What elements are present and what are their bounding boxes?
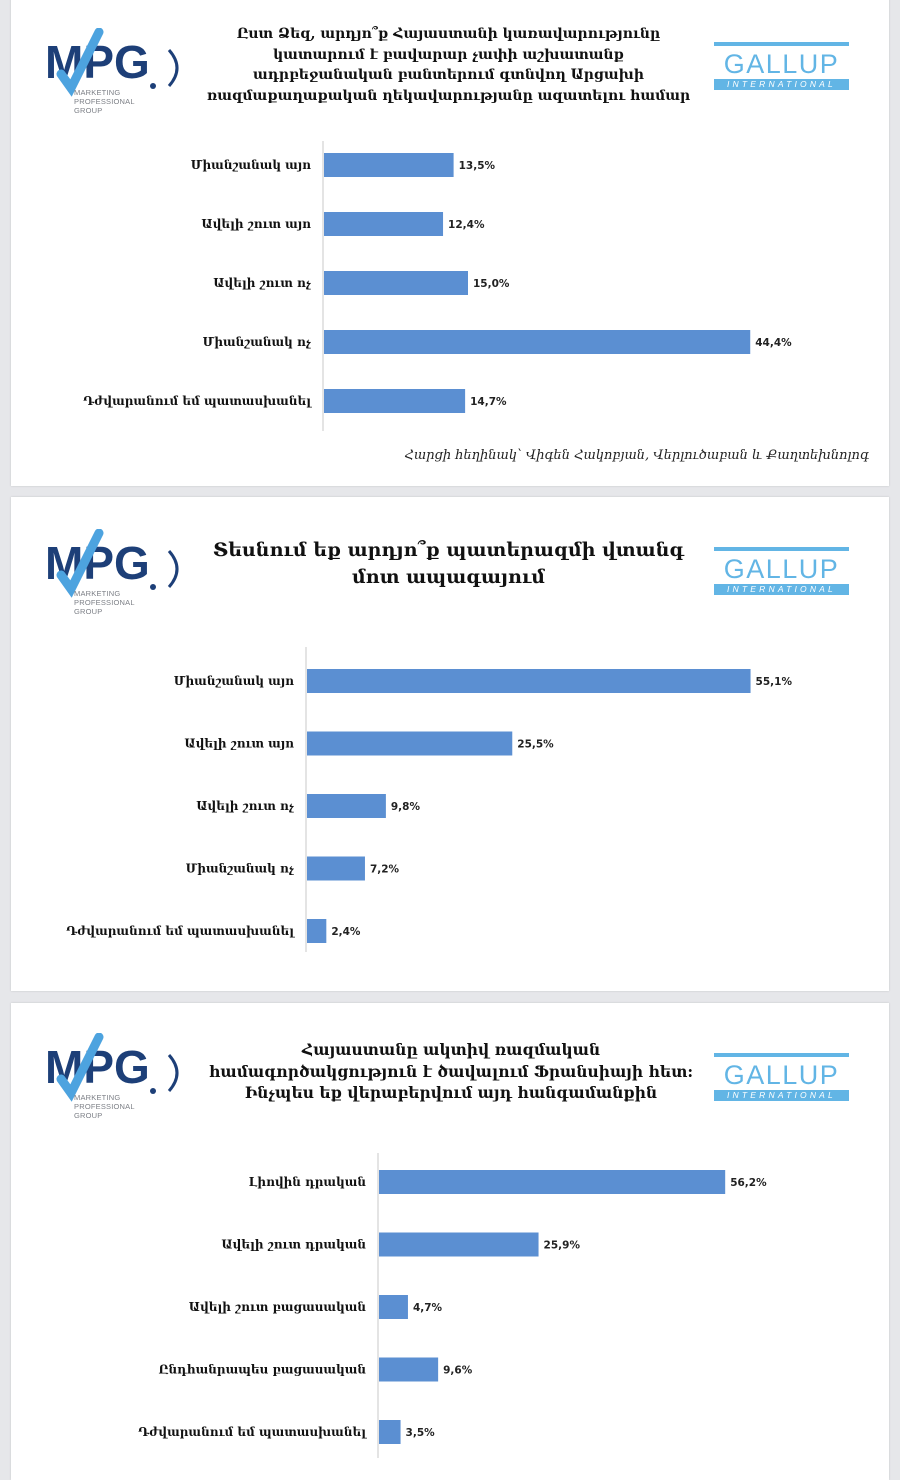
gallup-logo: GALLUP INTERNATIONAL [714,1053,849,1101]
bar [324,271,468,295]
bar [324,153,454,177]
chart-panel-1: MPG MARKETING PROFESSIONAL GROUP Ըստ Ձեզ… [11,0,889,486]
value-label: 3,5% [406,1427,436,1439]
category-label: Ավելի շուտ ոչ [196,799,294,813]
value-label: 25,5% [517,739,554,751]
mpg-subtitle: MARKETING PROFESSIONAL GROUP [74,1093,135,1120]
value-label: 4,7% [413,1302,443,1314]
category-label: Ավելի շուտ դրական [221,1238,366,1252]
category-label: Ավելի շուտ այո [184,737,294,751]
bar [324,212,444,236]
mpg-logo: MPG MARKETING PROFESSIONAL GROUP [41,529,191,619]
value-label: 15,0% [473,278,510,290]
bar [379,1170,726,1194]
category-label: Միանշանակ ոչ [203,335,311,349]
bar [379,1420,401,1444]
category-label: Միանշանակ այո [174,674,294,688]
category-label: Միանշանակ այո [191,158,311,172]
value-label: 14,7% [470,396,507,408]
chart-title: Հայաստանը ակտիվ ռազմական համագործակցությ… [208,1040,694,1102]
chart-title: Տեսնում եք արդյո՞ք պատերազմի վտանգ մոտ ա… [212,539,685,588]
category-label: Ընդհանրապես բացասական [159,1363,367,1377]
source-note: Հարցի հեղինակ՝ Վիգեն Հակոբյան, Վերլուծաբ… [404,448,869,463]
bar [307,669,751,693]
mpg-logo-icon: MPG [45,28,179,97]
category-label: Դժվարանում եմ պատասխանել [66,924,295,938]
value-label: 56,2% [730,1177,767,1189]
mpg-subtitle: MARKETING PROFESSIONAL GROUP [74,589,135,616]
value-label: 9,6% [443,1365,473,1377]
bar [379,1357,439,1382]
category-label: Լիովին դրական [249,1175,367,1189]
value-label: 55,1% [756,676,793,688]
chart-title: Ըստ Ձեզ, արդյո՞ք Հայաստանի կառավարությու… [206,26,691,104]
bar-chart-2: Միանշանակ այո 55,1% Ավելի շուտ այո 25,5% Ավե… [66,647,793,952]
value-label: 44,4% [755,337,792,349]
bar [307,856,365,881]
category-label: Դժվարանում եմ պատասխանել [83,394,312,408]
mpg-logo-icon: MPG [45,1033,179,1102]
mpg-subtitle: MARKETING PROFESSIONAL GROUP [74,88,135,115]
bar-chart-1: Միանշանակ այո 13,5% Ավելի շուտ այո 12,4% Ավե… [83,141,792,431]
chart-panel-2: MPG MARKETING PROFESSIONAL GROUP Տեսնում… [11,497,889,991]
value-label: 2,4% [331,926,361,938]
bar [307,794,386,818]
gallup-logo: GALLUP INTERNATIONAL [714,547,849,595]
value-label: 12,4% [448,219,485,231]
bar [307,731,513,756]
mpg-logo: MPG MARKETING PROFESSIONAL GROUP [41,28,191,118]
bar [379,1232,539,1257]
value-label: 13,5% [459,160,496,172]
category-label: Միանշանակ ոչ [186,862,294,876]
bar-chart-3: Լիովին դրական 56,2% Ավելի շուտ դրական 25,9%… [138,1153,767,1458]
bar [379,1295,408,1319]
category-label: Ավելի շուտ ոչ [213,276,311,290]
category-label: Ավելի շուտ այո [201,217,311,231]
bar [307,919,327,943]
category-label: Ավելի շուտ բացասական [189,1300,367,1314]
value-label: 7,2% [370,864,400,876]
mpg-logo-icon: MPG [45,529,179,598]
value-label: 25,9% [544,1240,581,1252]
chart-panel-3: MPG MARKETING PROFESSIONAL GROUP Հայաստա… [11,1003,889,1480]
mpg-logo: MPG MARKETING PROFESSIONAL GROUP [41,1033,191,1123]
gallup-logo: GALLUP INTERNATIONAL [714,42,849,90]
bar [324,330,751,354]
value-label: 9,8% [391,801,421,813]
category-label: Դժվարանում եմ պատասխանել [138,1425,367,1439]
bar [324,389,466,413]
